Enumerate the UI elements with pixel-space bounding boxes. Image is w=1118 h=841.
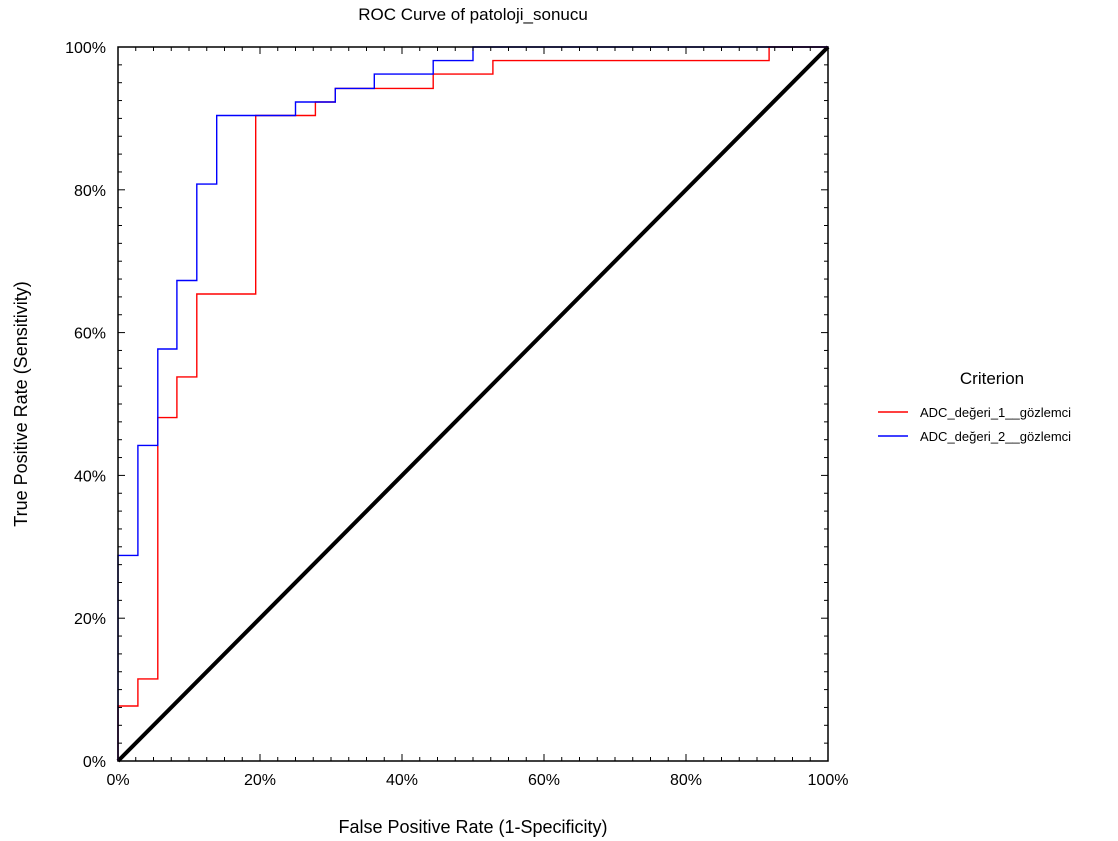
axes: 0% 20% 40% 60% 80% 100% 0% 20% 40% 60% 80% 100% [65,40,848,789]
x-tick-label: 40% [386,772,418,789]
x-tick-label: 100% [808,772,849,789]
y-tick-label: 0% [83,754,106,771]
y-axis-label: True Positive Rate (Sensitivity) [11,281,31,526]
y-tick-label: 20% [74,611,106,628]
chart-title: ROC Curve of patoloji_sonucu [358,5,588,24]
x-tick-label: 60% [528,772,560,789]
x-axis-label: False Positive Rate (1-Specificity) [338,817,607,837]
y-tick-label: 100% [65,40,106,57]
legend-title: Criterion [960,369,1024,388]
x-tick-label: 80% [670,772,702,789]
x-tick-label: 20% [244,772,276,789]
x-tick-label: 0% [106,772,129,789]
y-tick-label: 60% [74,326,106,343]
legend-entry-label-1: ADC_değeri_1__gözlemci [920,405,1071,420]
plot-area [116,45,830,763]
legend: Criterion ADC_değeri_1__gözlemci ADC_değe… [878,369,1071,444]
y-tick-label: 40% [74,468,106,485]
legend-entry-label-2: ADC_değeri_2__gözlemci [920,429,1071,444]
roc-series-line-2 [117,46,828,761]
y-tick-label: 80% [74,183,106,200]
reference-diagonal-line [116,45,830,763]
